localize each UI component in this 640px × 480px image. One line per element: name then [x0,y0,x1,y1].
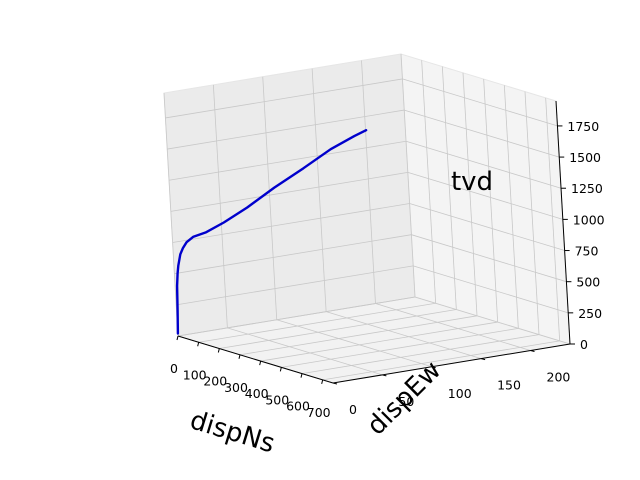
grid-line-y-floor [276,319,432,368]
x-tick-label: 0 [170,361,178,376]
z-tick-label: 1000 [573,212,605,227]
x-tick-label: 400 [245,386,269,401]
z-axis-line [555,100,571,345]
grid-line-z-left [170,171,408,212]
grid-line-y-left [311,68,327,312]
y-tick-label: 200 [547,370,571,385]
y-tick-label: 150 [497,378,521,393]
y-tick-label: 0 [349,402,357,417]
x-tick-label: 500 [265,392,289,407]
grid-line-y-left [163,92,179,337]
x-axis-line [177,335,334,384]
grid-line-z-left [167,109,405,150]
grid-line-x-back [545,97,561,341]
grid-line-y-floor [227,327,383,376]
y-tick-label: 100 [448,386,472,401]
x-tick-label: 300 [224,380,248,395]
grid-line-z-back [405,140,562,189]
x-tick-mark [238,354,241,359]
grid-line-x-back [483,79,499,323]
grid-line-z-back [411,234,567,283]
grid-line-x-back [503,85,519,329]
z-tick-label: 0 [580,337,588,352]
grid-line-x-back [400,53,416,298]
grid-line-x-back [524,91,540,335]
grid-line-z-back [407,172,563,220]
grid-line-z-left [168,140,407,181]
grid-line-y-floor [375,303,531,351]
grid-line-y-left [361,60,376,304]
x-tick-mark [300,373,303,378]
z-tick-label: 750 [575,244,599,259]
y-tick-mark [530,350,535,352]
x-tick-mark [279,367,282,372]
grid-line-z-left [174,234,412,275]
x-tick-mark [197,342,200,347]
z-tick-label: 1500 [569,150,601,165]
y-tick-mark [332,382,338,385]
grid-line-y-left [262,76,278,320]
series-line [175,128,368,335]
x-axis-label: dispNs [186,405,278,459]
x-tick-label: 100 [183,367,207,382]
z-tick-label: 500 [576,275,600,290]
grid-line-z-left [165,78,403,119]
z-axis-label: tvd [451,167,493,197]
y-tick-mark [382,374,387,377]
x-tick-label: 700 [307,405,331,420]
grid-line-z-left [172,203,410,243]
grid-line-z-back [404,109,560,158]
grid-line-z-back [402,78,558,127]
grid-line-y-floor [326,311,482,360]
grid-line-x-back [462,72,478,316]
z-tick-label: 1250 [571,181,603,196]
grid-line-z-left [177,296,416,337]
series-group [175,128,368,335]
x-tick-mark [217,348,220,353]
z-tick-label: 1750 [567,119,599,134]
grid-line-x-back [441,66,457,310]
x-tick-mark [176,335,179,341]
grid-lines [163,53,571,384]
grid-line-z-back [414,296,571,345]
x-tick-mark [321,379,324,384]
axis-panes [163,53,571,384]
z-tick-label: 250 [578,306,602,321]
grid-line-y-left [212,84,228,328]
grid-line-z-back [413,265,569,314]
x-tick-label: 600 [286,399,310,414]
y-tick-label: 50 [398,394,414,409]
tick-marks [176,125,575,385]
y-tick-mark [481,358,486,361]
x-tick-mark [259,360,262,366]
y-tick-mark [431,366,436,369]
x-tick-label: 200 [203,374,227,389]
left-pane [163,53,416,337]
grid-line-z-left [176,265,414,306]
grid-line-z-back [409,203,565,251]
grid-line-x-back [421,60,437,304]
